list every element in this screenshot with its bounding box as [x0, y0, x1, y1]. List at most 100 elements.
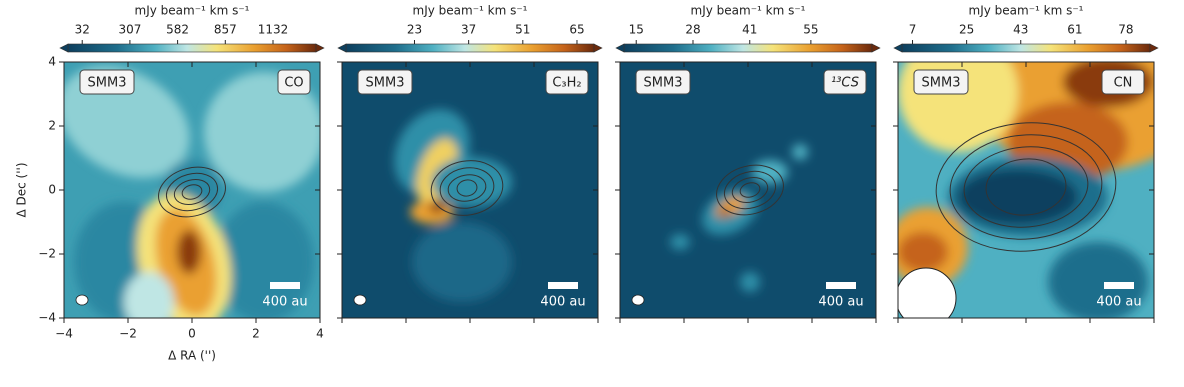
colorbar-tick-label: 307 — [118, 23, 141, 37]
scale-bar — [1104, 282, 1134, 289]
contour — [723, 170, 777, 210]
contour — [716, 164, 784, 216]
colorbar-tick-label: 1132 — [258, 23, 289, 37]
beam — [898, 267, 957, 318]
emission-region — [214, 202, 314, 318]
beam — [75, 294, 89, 306]
colorbar-arrow — [59, 43, 69, 53]
y-tick-label: 2 — [48, 119, 56, 133]
intensity-map — [64, 62, 320, 318]
colorbar-label: mJy beam⁻¹ km s⁻¹ — [135, 4, 250, 18]
source-label: SMM3 — [644, 76, 683, 91]
panel: SMM3 ¹³CS 400 au 15 28 41 55 mJy beam⁻¹ km s⁻¹ — [615, 4, 881, 323]
contour — [158, 166, 226, 218]
beam — [353, 294, 367, 306]
molecule-label: CO — [284, 76, 303, 91]
panel: −4 −2 0 2 4 −4 −2 0 2 4 SMM3 CO 400 au 32 307 582 857 113… — [38, 4, 325, 341]
contour — [181, 184, 203, 200]
molecule-label: CN — [1114, 76, 1133, 91]
label-box — [545, 69, 589, 95]
scale-bar — [826, 282, 856, 289]
colorbar-tick-label: 61 — [1067, 23, 1082, 37]
colorbar-tick-label: 7 — [909, 23, 917, 37]
colorbar-label: mJy beam⁻¹ km s⁻¹ — [691, 4, 806, 18]
colorbar — [67, 43, 317, 53]
panel: SMM3 CN 400 au 7 25 43 61 78 mJy beam⁻¹ km s⁻¹ — [893, 4, 1159, 323]
molecule-label: C₃H₂ — [552, 76, 581, 91]
emission-region — [412, 222, 512, 302]
contour — [731, 177, 769, 203]
source-label: SMM3 — [366, 76, 405, 91]
y-tick-label: −2 — [38, 247, 56, 261]
colorbar-tick-label: 582 — [166, 23, 189, 37]
emission-region — [958, 169, 1078, 225]
source-label: SMM3 — [922, 76, 961, 91]
contour — [456, 179, 478, 197]
emission-region — [1048, 242, 1148, 318]
emission-region — [792, 144, 808, 160]
y-tick-label: 4 — [48, 55, 56, 69]
contour — [935, 122, 1117, 252]
label-box — [357, 69, 413, 95]
scale-bar — [270, 282, 300, 289]
x-tick-label: 2 — [252, 327, 260, 341]
emission-region — [740, 272, 760, 292]
colorbar-arrow — [337, 43, 347, 53]
x-tick-label: −4 — [55, 327, 73, 341]
beam — [631, 294, 645, 306]
colorbar-arrow — [315, 43, 325, 53]
panel: SMM3 C₃H₂ 400 au 23 37 51 65 mJy beam⁻¹ km s⁻¹ — [337, 4, 603, 323]
colorbar-tick-label: 78 — [1118, 23, 1133, 37]
y-axis-label: Δ Dec ('') — [15, 162, 29, 217]
scale-bar — [548, 282, 578, 289]
colorbar — [623, 43, 873, 53]
colorbar-tick-label: 65 — [569, 23, 584, 37]
contour — [963, 146, 1089, 228]
label-box — [823, 69, 867, 95]
colorbar — [901, 43, 1151, 53]
scale-bar-label: 400 au — [1096, 295, 1141, 310]
emission-region — [720, 208, 730, 216]
contour — [165, 172, 219, 212]
label-box — [79, 69, 135, 95]
label-box — [635, 69, 691, 95]
colorbar-tick-label: 51 — [515, 23, 530, 37]
x-tick-label: 0 — [188, 327, 196, 341]
colorbar-tick-label: 55 — [803, 23, 818, 37]
molecule-label: ¹³CS — [831, 76, 859, 91]
colorbar-arrow — [593, 43, 603, 53]
colorbar-tick-label: 41 — [742, 23, 757, 37]
label-box — [913, 69, 969, 95]
colorbar-tick-label: 32 — [75, 23, 90, 37]
contour — [430, 160, 504, 216]
x-tick-label: −2 — [119, 327, 137, 341]
contour — [949, 134, 1103, 240]
emission-region — [177, 230, 201, 274]
colorbar-tick-label: 25 — [959, 23, 974, 37]
colorbar-arrow — [615, 43, 625, 53]
x-axis-label: Δ RA ('') — [168, 349, 216, 363]
colorbar-label: mJy beam⁻¹ km s⁻¹ — [969, 4, 1084, 18]
colorbar-arrow — [871, 43, 881, 53]
colorbar-tick-label: 23 — [407, 23, 422, 37]
emission-region — [752, 160, 788, 184]
emission-region — [898, 232, 948, 272]
source-label: SMM3 — [88, 76, 127, 91]
contour — [739, 182, 761, 198]
contour — [439, 167, 495, 209]
colorbar-arrow — [893, 43, 903, 53]
colorbar-tick-label: 857 — [214, 23, 237, 37]
label-box — [277, 69, 311, 95]
contour — [447, 174, 487, 202]
colorbar-tick-label: 37 — [461, 23, 476, 37]
emission-region — [124, 272, 174, 318]
y-tick-label: −4 — [38, 311, 56, 325]
emission-region — [204, 72, 320, 192]
colorbar-label: mJy beam⁻¹ km s⁻¹ — [413, 4, 528, 18]
scale-bar-label: 400 au — [262, 295, 307, 310]
colorbar-arrow — [1149, 43, 1159, 53]
colorbar-tick-label: 28 — [685, 23, 700, 37]
x-tick-label: 4 — [316, 327, 324, 341]
emission-region — [429, 201, 445, 213]
label-box — [1101, 69, 1145, 95]
